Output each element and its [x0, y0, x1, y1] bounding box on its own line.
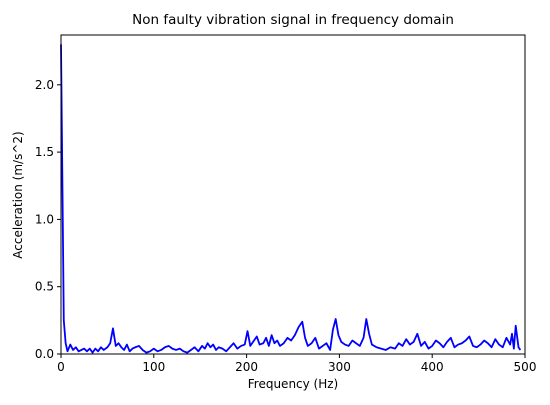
line — [60, 44, 522, 354]
chart-title: Non faulty vibration signal in frequency… — [132, 12, 454, 28]
plot-frame — [60, 34, 526, 355]
y-tick-label: 2.0 — [35, 78, 54, 92]
x-axis-label: Frequency (Hz) — [248, 377, 339, 391]
x-tick-label: 300 — [328, 360, 351, 374]
y-tick-label: 1.0 — [35, 212, 54, 226]
y-tick-label: 1.5 — [35, 145, 54, 159]
x-tick-label: 200 — [235, 360, 258, 374]
y-tick-label: 0.0 — [35, 347, 54, 361]
x-tick-label: 500 — [514, 360, 537, 374]
y-tick-label: 0.5 — [35, 280, 54, 294]
x-tick-label: 0 — [57, 360, 65, 374]
y-axis-label: Acceleration (m/s^2) — [11, 131, 25, 258]
x-tick-label: 100 — [142, 360, 165, 374]
x-tick-label: 400 — [421, 360, 444, 374]
